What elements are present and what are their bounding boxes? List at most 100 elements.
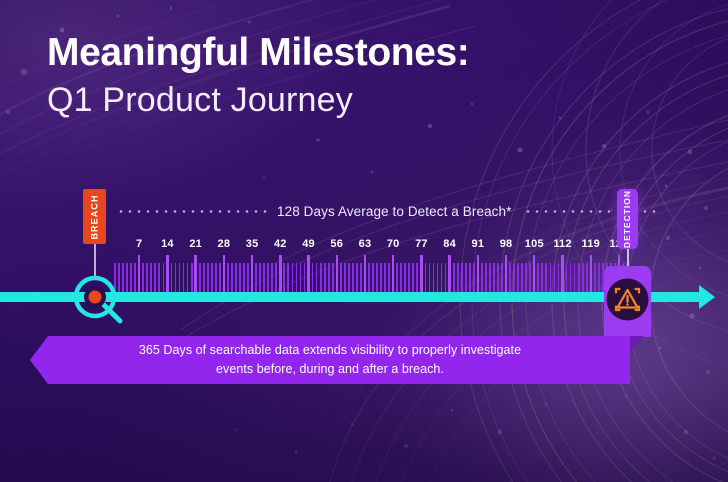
day-bar bbox=[424, 263, 427, 292]
day-bar bbox=[243, 263, 245, 292]
day-bar bbox=[303, 263, 306, 292]
day-bar bbox=[444, 263, 447, 292]
timeline-axis bbox=[0, 292, 706, 302]
day-bar bbox=[319, 263, 322, 292]
day-bar bbox=[436, 263, 439, 292]
day-bar bbox=[351, 263, 354, 292]
dotted-line-right bbox=[520, 209, 661, 213]
axis-tick-label: 105 bbox=[524, 238, 544, 250]
axis-tick-label: 28 bbox=[217, 238, 231, 250]
day-bar-major bbox=[250, 255, 254, 292]
day-bar bbox=[263, 263, 266, 292]
day-bar bbox=[190, 263, 193, 292]
day-bar bbox=[247, 263, 249, 292]
day-bar bbox=[372, 263, 374, 292]
day-bar bbox=[388, 263, 391, 292]
day-bar bbox=[601, 263, 604, 292]
day-bar bbox=[255, 263, 258, 292]
axis-tick-label: 112 bbox=[553, 238, 572, 250]
axis-tick-label: 7 bbox=[136, 238, 143, 250]
day-bar-major bbox=[363, 255, 367, 292]
day-bar bbox=[154, 263, 157, 292]
day-bar bbox=[343, 263, 346, 292]
day-bar bbox=[517, 263, 520, 292]
day-bar bbox=[408, 263, 411, 292]
axis-tick-label: 119 bbox=[581, 238, 600, 250]
day-bar bbox=[287, 263, 290, 292]
day-bar bbox=[400, 263, 403, 292]
page-title-group: Meaningful Milestones: Q1 Product Journe… bbox=[47, 33, 470, 117]
day-bar bbox=[368, 263, 370, 292]
day-bar bbox=[210, 263, 213, 292]
day-bar bbox=[202, 263, 205, 292]
axis-tick-label: 84 bbox=[443, 238, 456, 250]
day-bar-major bbox=[561, 255, 564, 292]
day-bar-major bbox=[448, 255, 451, 292]
day-bar bbox=[472, 263, 475, 292]
day-bar bbox=[489, 263, 491, 292]
warning-triangle-icon bbox=[606, 278, 649, 321]
day-bar bbox=[468, 263, 471, 292]
day-bar bbox=[480, 263, 483, 292]
day-bar bbox=[376, 263, 378, 292]
axis-tick-label: 49 bbox=[302, 238, 315, 250]
day-bar bbox=[162, 263, 165, 292]
day-bar bbox=[295, 263, 298, 292]
day-bar bbox=[186, 263, 189, 292]
detection-span-caption: 128 Days Average to Detect a Breach* bbox=[277, 203, 512, 219]
day-bar bbox=[356, 263, 358, 292]
day-bar bbox=[134, 263, 137, 292]
day-bar bbox=[545, 263, 548, 292]
day-bar-major bbox=[420, 255, 423, 292]
breach-badge-label: BREACH bbox=[89, 193, 100, 240]
day-bar bbox=[271, 263, 274, 292]
day-bar bbox=[597, 263, 600, 292]
day-bar bbox=[525, 263, 528, 292]
day-bar bbox=[347, 263, 350, 292]
detection-badge-label: DETECTION bbox=[622, 189, 633, 249]
day-bar bbox=[311, 263, 314, 292]
day-bar bbox=[130, 263, 133, 292]
callout-background bbox=[30, 336, 630, 384]
callout-line-1: 365 Days of searchable data extends visi… bbox=[138, 342, 522, 357]
day-bar bbox=[384, 263, 387, 292]
axis-tick-label: 35 bbox=[245, 238, 259, 250]
callout-banner: 365 Days of searchable data extends visi… bbox=[30, 336, 630, 384]
axis-tick-label: 63 bbox=[358, 238, 372, 250]
day-bar bbox=[573, 263, 576, 292]
day-bar-major bbox=[589, 255, 592, 292]
day-bar bbox=[456, 263, 459, 292]
day-bar bbox=[182, 263, 185, 292]
breach-badge[interactable]: BREACH bbox=[83, 189, 106, 244]
axis-tick-label: 98 bbox=[499, 238, 513, 250]
day-bar bbox=[174, 263, 177, 292]
day-bar bbox=[497, 263, 499, 292]
day-bar bbox=[581, 263, 584, 292]
day-bar bbox=[327, 263, 330, 292]
axis-tick-label: 14 bbox=[161, 238, 174, 250]
axis-tick-label: 77 bbox=[415, 238, 428, 250]
day-bar bbox=[577, 263, 580, 292]
day-bar bbox=[331, 263, 334, 292]
day-bar-major bbox=[533, 255, 536, 292]
detection-badge[interactable]: DETECTION bbox=[617, 189, 638, 249]
day-bar bbox=[493, 263, 495, 292]
day-bar bbox=[412, 263, 415, 292]
day-bar bbox=[404, 263, 407, 292]
day-bar bbox=[549, 263, 552, 292]
day-bar-major bbox=[335, 255, 338, 292]
day-bar bbox=[485, 263, 487, 292]
axis-tick-label: 91 bbox=[471, 238, 485, 250]
day-bar bbox=[509, 263, 511, 292]
day-bar bbox=[178, 263, 181, 292]
day-bar-major bbox=[279, 255, 282, 292]
day-bar-major bbox=[504, 255, 508, 292]
day-bar bbox=[428, 263, 431, 292]
day-bar bbox=[291, 263, 294, 292]
day-bar bbox=[513, 263, 516, 292]
day-bar-major bbox=[307, 255, 310, 292]
day-bar bbox=[299, 263, 302, 292]
day-bar bbox=[440, 263, 443, 292]
magnifier-icon bbox=[73, 275, 123, 324]
callout-line-2: events before, during and after a breach… bbox=[216, 361, 444, 376]
